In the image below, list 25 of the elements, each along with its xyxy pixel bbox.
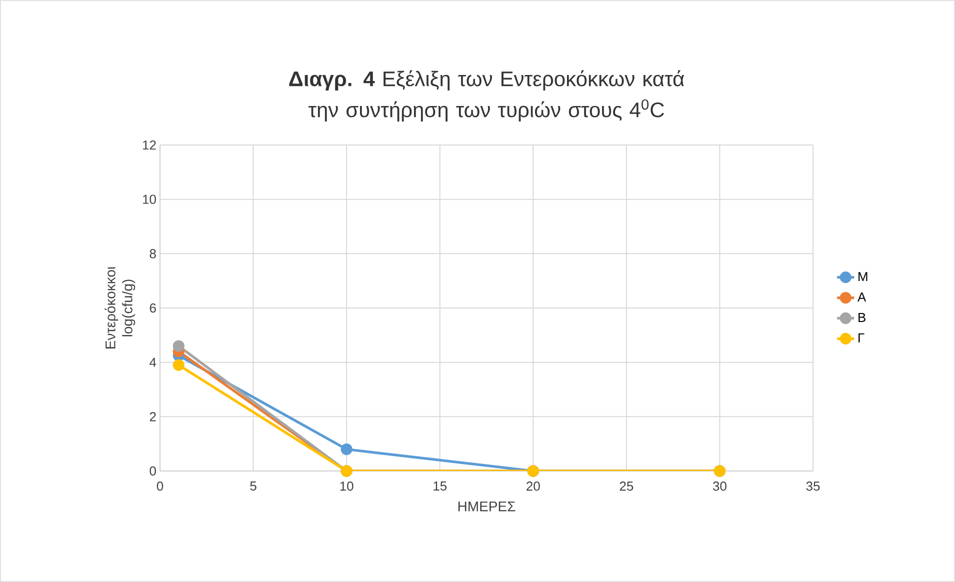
chart-title: Διαγρ. 4 Εξέλιξη των Εντεροκόκκων κατά την συντήρηση των τυριών στους 4$^{0}$C <box>289 70 684 122</box>
y-tick-label: 4 <box>150 358 156 367</box>
x-tick-label: 30 <box>712 482 726 491</box>
legend-label: M <box>858 272 868 282</box>
x-tick-label: 25 <box>620 482 634 491</box>
y-tick-label: 12 <box>143 140 156 150</box>
x-tick-label: 35 <box>806 482 820 491</box>
y-axis-title: Εντερόκοκκοι log(cfu/g) <box>104 266 136 348</box>
x-tick-label: 5 <box>250 482 256 491</box>
y-tick-label: 6 <box>150 303 156 313</box>
x-tick-label: 20 <box>526 482 540 491</box>
y-tick-label: 10 <box>143 194 156 204</box>
legend-label: A <box>858 292 866 302</box>
legend-label: B <box>858 313 866 322</box>
x-axis-title: ΗΜΕΡΕΣ <box>458 502 516 512</box>
x-tick-label: 0 <box>156 482 164 491</box>
y-tick-label: 2 <box>150 412 156 422</box>
x-tick-label: 10 <box>340 482 354 491</box>
point <box>340 443 352 456</box>
y-tick-label: 8 <box>150 249 156 258</box>
point <box>172 340 184 352</box>
x-tick-label: 15 <box>434 482 447 491</box>
y-tick-label: 0 <box>150 466 156 476</box>
point <box>172 359 184 371</box>
legend-label: Γ <box>858 333 864 342</box>
